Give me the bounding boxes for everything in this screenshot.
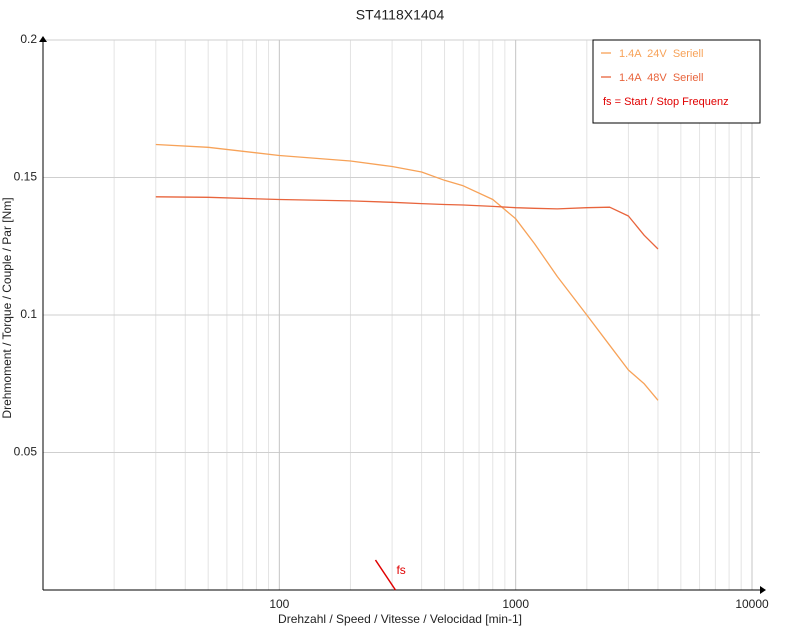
- legend-box: [592, 39, 761, 124]
- x-axis-arrow: [760, 586, 766, 594]
- y-tick-label: 0.05: [14, 445, 38, 459]
- fs-label: fs: [396, 563, 405, 577]
- x-tick-label: 100: [269, 597, 289, 611]
- y-tick-label: 0.15: [14, 170, 38, 184]
- series-line: [155, 196, 659, 250]
- y-tick-label: 0.1: [20, 307, 37, 321]
- y-tick-label: 0.2: [20, 32, 37, 46]
- x-tick-label: 1000: [502, 597, 529, 611]
- legend-note: fs = Start / Stop Frequenz: [603, 96, 729, 108]
- x-axis-label: Drehzahl / Speed / Vitesse / Velocidad […: [278, 612, 522, 626]
- legend-label: 1.4A 24V Seriell: [619, 48, 703, 60]
- chart-title: ST4118X1404: [356, 7, 445, 23]
- legend-label: 1.4A 48V Seriell: [619, 72, 703, 84]
- x-tick-label: 10000: [735, 597, 769, 611]
- series-line: [155, 143, 659, 401]
- fs-marker: [374, 559, 397, 591]
- y-axis-label: Drehmoment / Torque / Couple / Par [Nm]: [0, 197, 14, 418]
- y-axis-arrow: [39, 36, 47, 42]
